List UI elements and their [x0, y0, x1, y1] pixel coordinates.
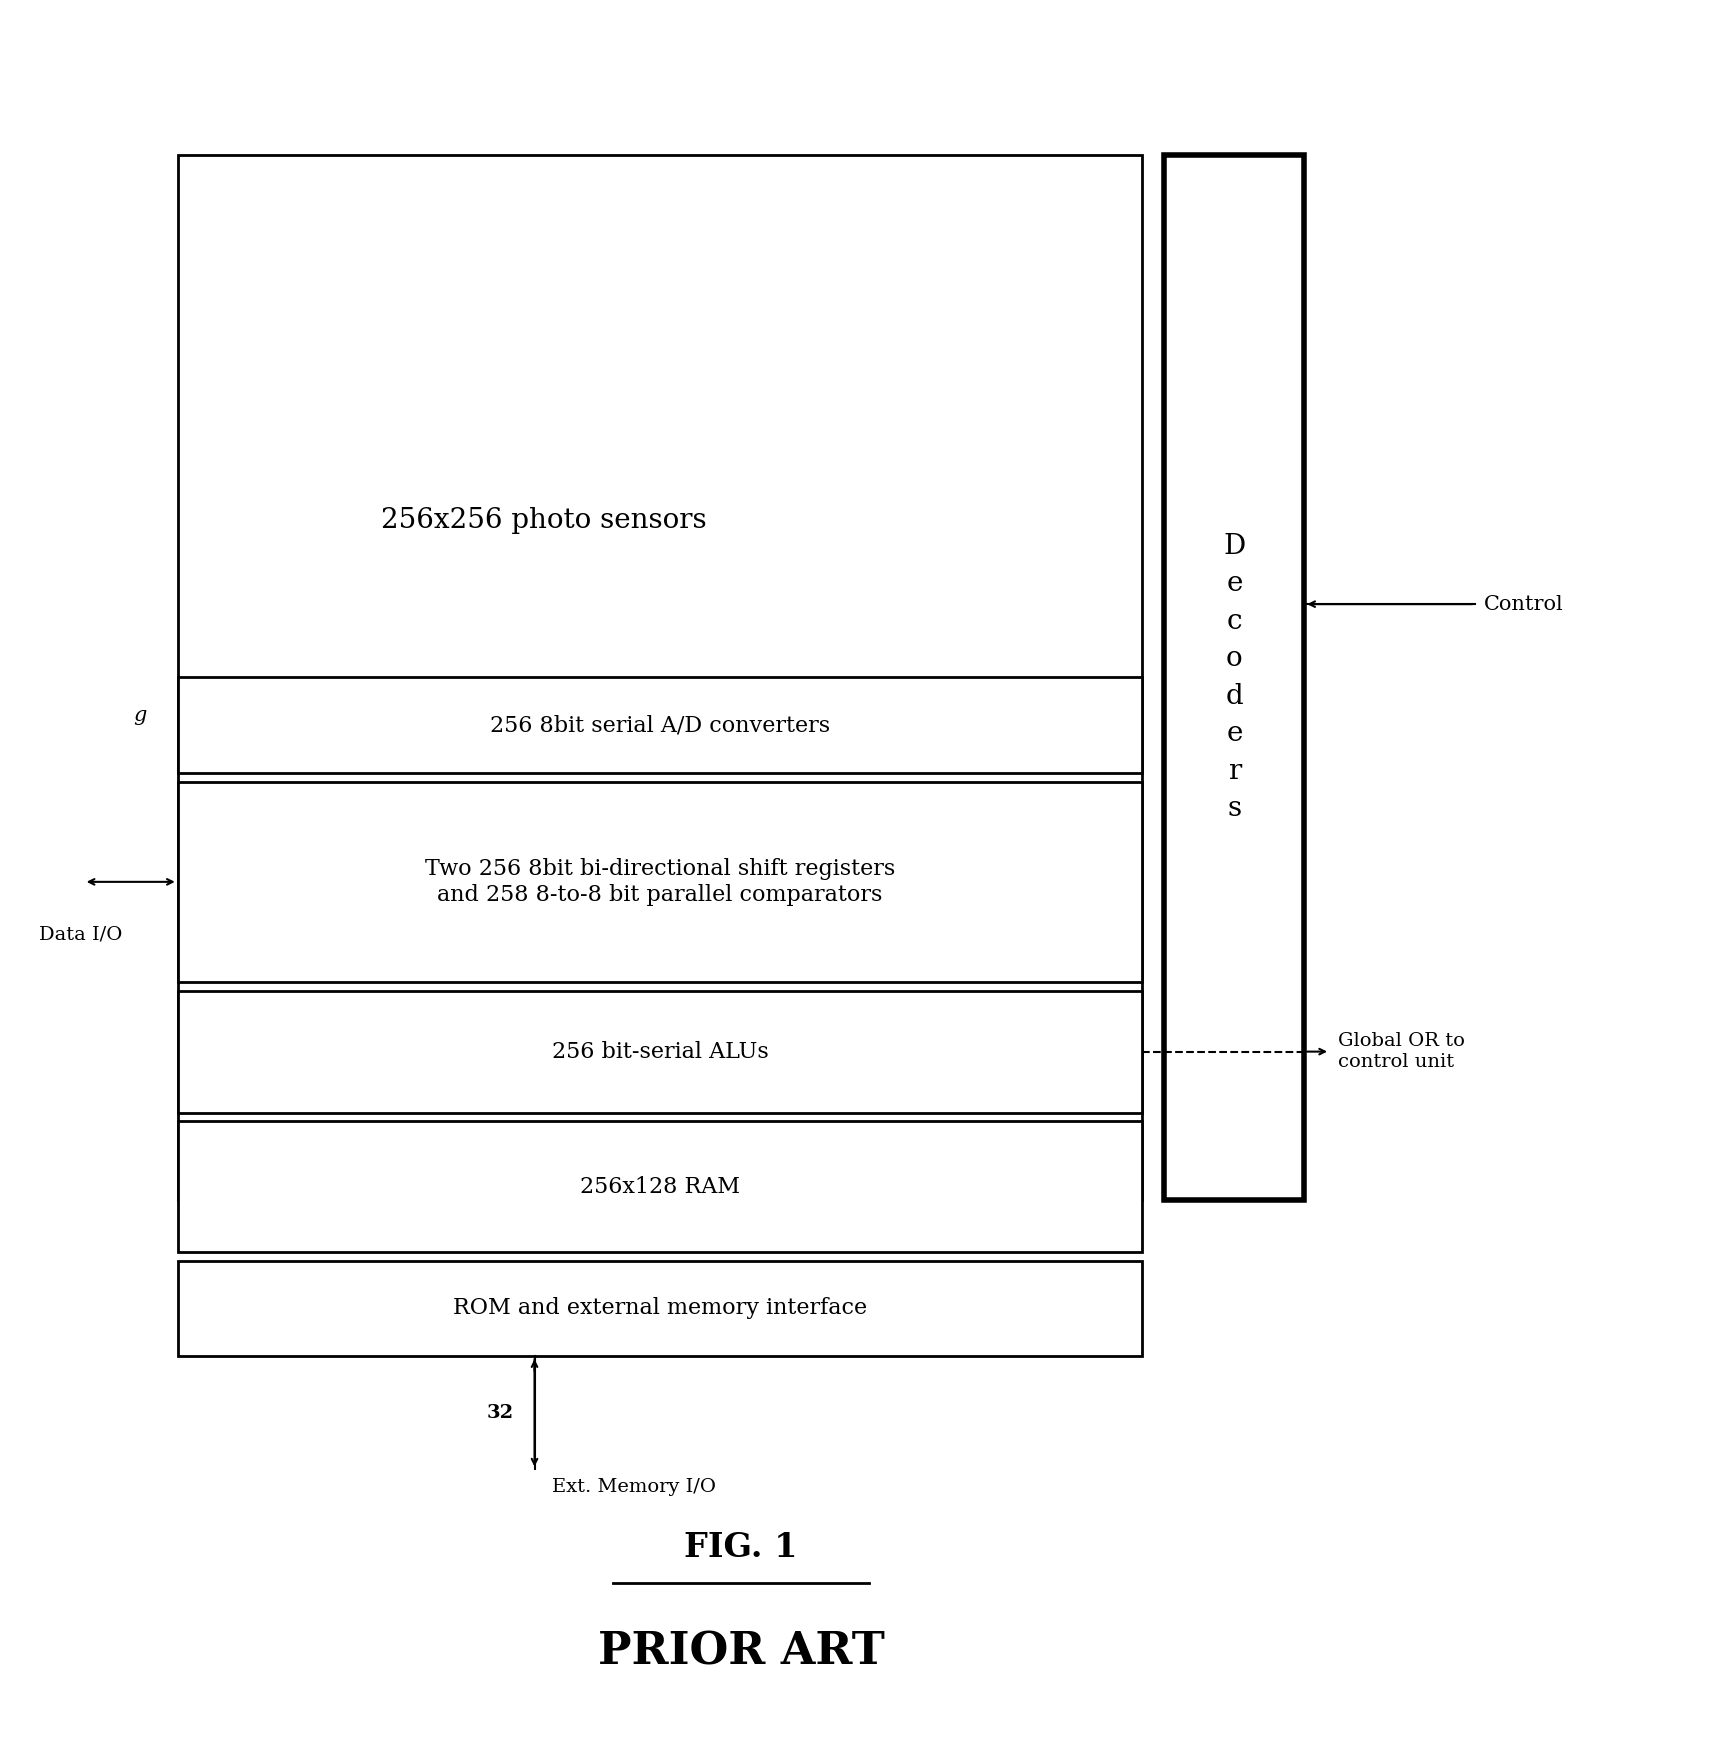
Bar: [177, 990, 1143, 1113]
Bar: [177, 154, 1143, 1200]
Text: Global OR to
control unit: Global OR to control unit: [1339, 1032, 1465, 1071]
Text: 32: 32: [487, 1404, 515, 1422]
Bar: [177, 1121, 1143, 1251]
Text: D
e
c
o
d
e
r
s: D e c o d e r s: [1224, 532, 1246, 821]
Bar: [177, 1260, 1143, 1357]
Text: g: g: [134, 706, 146, 725]
Text: 256 8bit serial A/D converters: 256 8bit serial A/D converters: [490, 714, 830, 735]
Bar: [177, 781, 1143, 983]
Text: 256x128 RAM: 256x128 RAM: [580, 1176, 740, 1197]
Text: 256x256 photo sensors: 256x256 photo sensors: [382, 507, 707, 534]
Text: Two 256 8bit bi-directional shift registers
and 258 8-to-8 bit parallel comparat: Two 256 8bit bi-directional shift regist…: [425, 858, 895, 906]
Bar: [177, 677, 1143, 772]
Bar: [1165, 154, 1305, 1200]
Text: Control: Control: [1484, 595, 1563, 614]
Text: ROM and external memory interface: ROM and external memory interface: [453, 1297, 867, 1320]
Text: Data I/O: Data I/O: [38, 925, 122, 944]
Text: 256 bit-serial ALUs: 256 bit-serial ALUs: [551, 1041, 768, 1062]
Text: FIG. 1: FIG. 1: [685, 1532, 799, 1564]
Text: PRIOR ART: PRIOR ART: [597, 1630, 885, 1674]
Text: Ext. Memory I/O: Ext. Memory I/O: [552, 1478, 716, 1497]
